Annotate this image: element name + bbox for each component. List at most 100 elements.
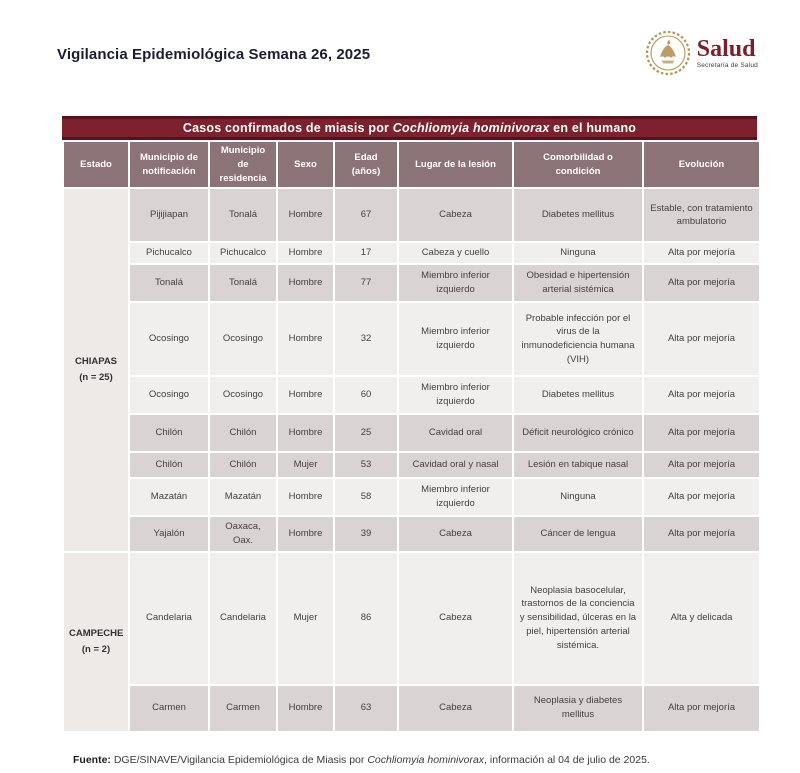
cell-sexo: Mujer — [278, 552, 333, 684]
cell-edad: 17 — [335, 243, 397, 264]
case-row: Yajalón Oaxaca, Oax. Hombre 39 Cabeza Cá… — [64, 517, 759, 551]
cell-edad: 58 — [335, 479, 397, 516]
col-header-sexo: Sexo — [278, 142, 333, 188]
col-header-municipio-residencia: Municipio de residencia — [210, 142, 276, 188]
case-row: Ocosingo Ocosingo Hombre 60 Miembro infe… — [64, 377, 759, 414]
page-title: Vigilancia Epidemiológica Semana 26, 202… — [57, 46, 371, 63]
cell-evolucion: Estable, con tratamiento ambulatorio — [644, 189, 759, 242]
salud-wordmark: Salud — [696, 35, 756, 62]
cell-mun-residencia: Chilón — [210, 453, 276, 478]
cell-sexo: Mujer — [278, 453, 333, 478]
cell-edad: 86 — [335, 552, 397, 684]
cell-edad: 63 — [335, 685, 397, 731]
cell-evolucion: Alta por mejoría — [644, 303, 759, 376]
table-title-post: en el humano — [549, 121, 637, 135]
col-header-municipio-notificacion: Municipio de notificación — [130, 142, 208, 188]
cell-lugar: Cabeza — [399, 552, 512, 684]
cell-mun-residencia: Oaxaca, Oax. — [210, 517, 276, 551]
col-header-evolucion: Evolución — [644, 142, 759, 188]
state-name: CAMPECHE — [69, 627, 124, 639]
cell-comorbilidad: Diabetes mellitus — [514, 189, 642, 242]
cell-comorbilidad: Ninguna — [514, 243, 642, 264]
cell-evolucion: Alta por mejoría — [644, 517, 759, 551]
cell-edad: 67 — [335, 189, 397, 242]
col-header-comorbilidad: Comorbilidad o condición — [514, 142, 642, 188]
source-text-post: , información al 04 de julio de 2025. — [484, 753, 650, 766]
cell-edad: 25 — [335, 415, 397, 452]
salud-logo: Salud Secretaría de Salud — [645, 30, 758, 76]
cell-sexo: Hombre — [278, 265, 333, 302]
cell-lugar: Miembro inferior izquierdo — [399, 479, 512, 516]
cell-evolucion: Alta por mejoría — [644, 243, 759, 264]
state-cell-campeche: CAMPECHE (n = 2) — [64, 552, 128, 731]
cell-lugar: Cavidad oral y nasal — [399, 453, 512, 478]
cell-comorbilidad: Obesidad e hipertensión arterial sistémi… — [514, 265, 642, 302]
case-row: Chilón Chilón Mujer 53 Cavidad oral y na… — [64, 453, 759, 478]
case-row: Ocosingo Ocosingo Hombre 32 Miembro infe… — [64, 303, 759, 376]
salud-subtitle: Secretaría de Salud — [696, 61, 758, 69]
cell-sexo: Hombre — [278, 415, 333, 452]
cell-evolucion: Alta por mejoría — [644, 265, 759, 302]
cases-table: Estado Municipio de notificación Municip… — [62, 140, 761, 733]
cell-evolucion: Alta por mejoría — [644, 479, 759, 516]
cell-evolucion: Alta por mejoría — [644, 685, 759, 731]
table-title: Casos confirmados de miasis por Cochliom… — [62, 116, 757, 140]
source-species: Cochliomyia hominivorax — [367, 753, 485, 766]
cell-lugar: Cabeza — [399, 517, 512, 551]
state-name: CHIAPAS — [74, 356, 118, 368]
case-row: Chilón Chilón Hombre 25 Cavidad oral Déf… — [64, 415, 759, 452]
cell-sexo: Hombre — [278, 243, 333, 264]
cell-lugar: Cabeza — [399, 685, 512, 731]
cell-mun-residencia: Chilón — [210, 415, 276, 452]
cell-sexo: Hombre — [278, 685, 333, 731]
cell-sexo: Hombre — [278, 479, 333, 516]
cell-comorbilidad: Diabetes mellitus — [514, 377, 642, 414]
page-header: Vigilancia Epidemiológica Semana 26, 202… — [0, 0, 800, 76]
cell-mun-residencia: Candelaria — [210, 552, 276, 684]
cell-mun-residencia: Carmen — [210, 685, 276, 731]
cell-comorbilidad: Déficit neurológico crónico — [514, 415, 642, 452]
cell-comorbilidad: Cáncer de lengua — [514, 517, 642, 551]
cell-sexo: Hombre — [278, 189, 333, 242]
state-cell-chiapas: CHIAPAS (n = 25) — [64, 189, 128, 551]
salud-logo-text: Salud Secretaría de Salud — [697, 37, 758, 70]
cell-mun-residencia: Tonalá — [210, 189, 276, 242]
cell-lugar: Miembro inferior izquierdo — [399, 377, 512, 414]
col-header-lugar-lesion: Lugar de la lesión — [399, 142, 512, 188]
cases-table-section: Casos confirmados de miasis por Cochliom… — [62, 116, 759, 733]
state-count: (n = 2) — [81, 643, 111, 655]
cell-comorbilidad: Probable infección por el virus de la in… — [514, 303, 642, 376]
cell-mun-notificacion: Pijijiapan — [130, 189, 208, 242]
source-text-pre: DGE/SINAVE/Vigilancia Epidemiológica de … — [110, 753, 368, 766]
cell-mun-notificacion: Ocosingo — [130, 303, 208, 376]
cell-mun-notificacion: Mazatán — [130, 479, 208, 516]
cell-sexo: Hombre — [278, 517, 333, 551]
state-count: (n = 25) — [79, 371, 113, 383]
cell-edad: 77 — [335, 265, 397, 302]
cell-edad: 60 — [335, 377, 397, 414]
cell-mun-notificacion: Candelaria — [130, 552, 208, 684]
case-row: Carmen Carmen Hombre 63 Cabeza Neoplasia… — [64, 685, 759, 731]
col-header-estado: Estado — [64, 142, 128, 188]
cell-mun-residencia: Mazatán — [210, 479, 276, 516]
cell-mun-residencia: Pichucalco — [210, 243, 276, 264]
cell-evolucion: Alta por mejoría — [644, 453, 759, 478]
cell-mun-notificacion: Tonalá — [130, 265, 208, 302]
cell-sexo: Hombre — [278, 377, 333, 414]
cell-lugar: Cabeza y cuello — [399, 243, 512, 264]
cell-mun-residencia: Tonalá — [210, 265, 276, 302]
cell-mun-residencia: Ocosingo — [210, 303, 276, 376]
case-row: Pichucalco Pichucalco Hombre 17 Cabeza y… — [64, 243, 759, 264]
case-row: CHIAPAS (n = 25) Pijijiapan Tonalá Hombr… — [64, 189, 759, 551]
cell-evolucion: Alta por mejoría — [644, 377, 759, 414]
header-row: Estado Municipio de notificación Municip… — [64, 142, 759, 188]
cell-edad: 39 — [335, 517, 397, 551]
cell-lugar: Cavidad oral — [399, 415, 512, 452]
cell-lugar: Miembro inferior izquierdo — [399, 303, 512, 376]
cell-mun-notificacion: Chilón — [130, 453, 208, 478]
col-header-edad: Edad (años) — [335, 142, 397, 188]
cell-mun-notificacion: Ocosingo — [130, 377, 208, 414]
cell-edad: 53 — [335, 453, 397, 478]
cell-comorbilidad: Lesión en tabique nasal — [514, 453, 642, 478]
